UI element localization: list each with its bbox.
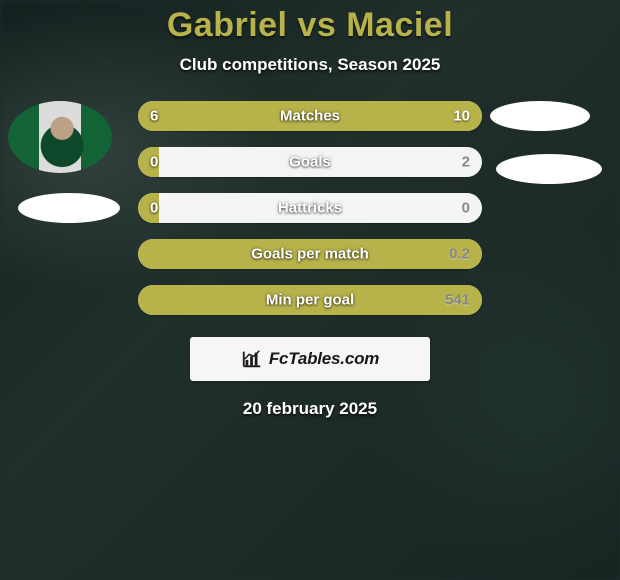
page-title: Gabriel vs Maciel (167, 6, 453, 45)
stat-label: Hattricks (278, 200, 342, 217)
stat-bar: 0 Goals 2 (138, 147, 482, 177)
stat-bar: 0 Hattricks 0 (138, 193, 482, 223)
content-root: Gabriel vs Maciel Club competitions, Sea… (0, 0, 620, 580)
stat-value-right: 541 (445, 292, 470, 309)
stat-bar: 6 Matches 10 (138, 101, 482, 131)
stat-label: Matches (280, 108, 340, 125)
stat-value-right: 0 (462, 200, 470, 217)
player-right-avatar-placeholder (490, 101, 590, 131)
stat-label: Goals (289, 154, 331, 171)
stat-value-left: 0 (150, 154, 158, 171)
stat-value-right: 10 (453, 108, 470, 125)
stat-bar: Goals per match 0.2 (138, 239, 482, 269)
stat-label: Min per goal (266, 292, 354, 309)
footer-date: 20 february 2025 (243, 399, 377, 419)
player-left-photo (8, 101, 112, 173)
stat-value-left: 0 (150, 200, 158, 217)
page-subtitle: Club competitions, Season 2025 (180, 55, 441, 75)
player-left-avatar (8, 101, 112, 173)
watermark[interactable]: FcTables.com (190, 337, 430, 381)
watermark-text: FcTables.com (269, 349, 379, 369)
player-right-flag-placeholder (496, 154, 602, 184)
stat-bars: 6 Matches 10 0 Goals 2 0 Hattricks 0 Goals per ma… (138, 101, 482, 315)
stat-value-right: 2 (462, 154, 470, 171)
player-left-flag-placeholder (18, 193, 120, 223)
stat-value-right: 0.2 (449, 246, 470, 263)
comparison-stage: 6 Matches 10 0 Goals 2 0 Hattricks 0 Goals per ma… (0, 101, 620, 315)
stat-value-left: 6 (150, 108, 158, 125)
stat-bar: Min per goal 541 (138, 285, 482, 315)
chart-icon (241, 348, 263, 370)
stat-label: Goals per match (251, 246, 369, 263)
